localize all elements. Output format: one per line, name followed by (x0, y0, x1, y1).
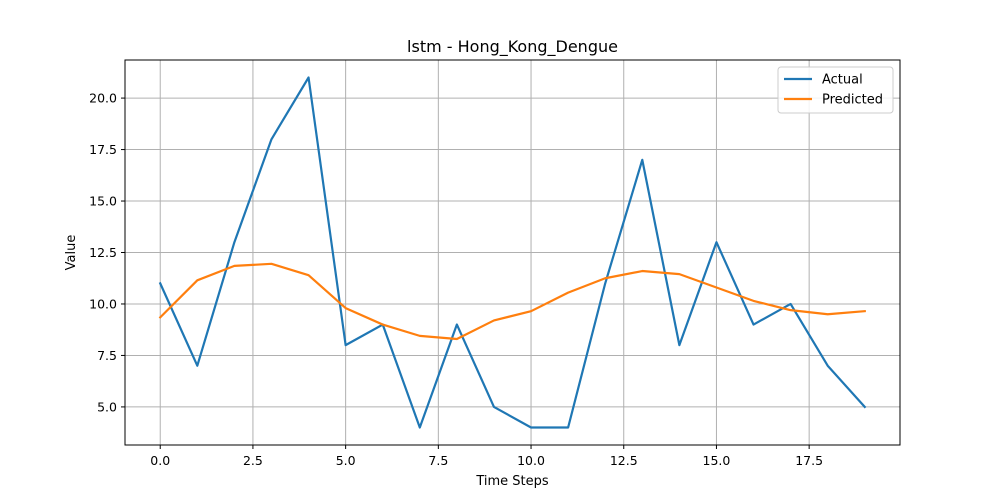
x-tick-label: 12.5 (610, 453, 638, 468)
x-tick-label: 10.0 (517, 453, 545, 468)
y-axis-label: Value (64, 235, 79, 271)
x-tick-label: 7.5 (428, 453, 448, 468)
x-tick-label: 0.0 (150, 453, 170, 468)
grid-lines (125, 60, 900, 445)
y-tick-label: 20.0 (89, 91, 117, 106)
y-tick-label: 15.0 (89, 194, 117, 209)
x-axis-label: Time Steps (475, 474, 549, 489)
series-line-actual (158, 76, 867, 429)
y-tick-label: 17.5 (89, 142, 117, 157)
y-tick-label: 12.5 (89, 245, 117, 260)
x-tick-label: 15.0 (703, 453, 731, 468)
y-tick-label: 10.0 (89, 296, 117, 311)
legend-label-predicted: Predicted (822, 93, 883, 108)
x-axis: 0.0 2.5 5.0 7.5 10.0 12.5 15.0 17.5 (150, 445, 823, 468)
legend-label-actual: Actual (822, 73, 863, 88)
y-axis: 5.0 7.5 10.0 12.5 15.0 17.5 20.0 (89, 91, 125, 414)
x-tick-label: 2.5 (243, 453, 263, 468)
y-tick-label: 5.0 (97, 399, 117, 414)
series-line-predicted (158, 262, 866, 341)
y-tick-label: 7.5 (97, 348, 117, 363)
x-tick-label: 5.0 (336, 453, 356, 468)
x-tick-label: 17.5 (795, 453, 823, 468)
series-layer (158, 76, 867, 429)
legend: Actual Predicted (777, 66, 894, 114)
chart-title: lstm - Hong_Kong_Dengue (407, 37, 618, 57)
